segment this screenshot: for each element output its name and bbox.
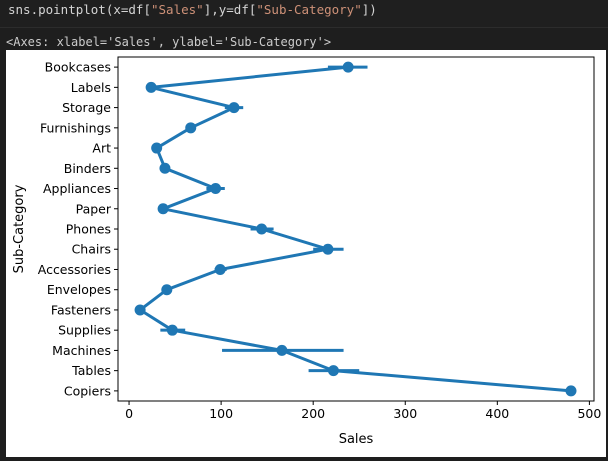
point-tables: [327, 365, 339, 377]
code-line: sns.pointplot(x=df["Sales"],y=df["Sub-Ca…: [8, 2, 377, 17]
x-tick-label: 0: [125, 406, 133, 421]
point-machines: [276, 344, 288, 356]
pointplot-chart: Bookcases Labels Storage Furnishings Art Bind…: [12, 56, 601, 447]
figure: Bookcases Labels Storage Furnishings Art Bind…: [6, 50, 606, 457]
y-tick-label: Chairs: [72, 242, 111, 257]
point-phones: [256, 223, 268, 235]
point-appliances: [210, 183, 222, 195]
point-copiers: [565, 385, 577, 397]
y-tick-label: Envelopes: [47, 282, 111, 297]
x-tick-label: 500: [577, 406, 601, 421]
y-tick-label: Furnishings: [40, 120, 111, 135]
output-repr: <Axes: xlabel='Sales', ylabel='Sub-Categ…: [6, 35, 332, 49]
y-tick-label: Fasteners: [51, 302, 111, 317]
point-paper: [157, 203, 169, 215]
point-art: [151, 142, 163, 154]
y-axis-label: Sub-Category: [12, 184, 27, 273]
y-tick-label: Phones: [66, 222, 111, 237]
y-tick-label: Binders: [64, 161, 111, 176]
point-labels: [145, 81, 157, 93]
point-supplies: [166, 324, 178, 336]
x-tick-label: 300: [393, 406, 417, 421]
y-tick-label: Machines: [52, 343, 111, 358]
y-tick-label: Tables: [71, 363, 111, 378]
axes-frame: [117, 56, 595, 402]
y-tick-label: Supplies: [58, 323, 111, 338]
y-tick-label: Copiers: [64, 383, 111, 398]
point-accessories: [214, 263, 226, 275]
code-prefix: sns.pointplot(x=df[: [8, 2, 151, 17]
point-storage: [228, 102, 240, 114]
code-cell[interactable]: sns.pointplot(x=df["Sales"],y=df["Sub-Ca…: [0, 0, 608, 28]
code-x-arg: "Sales": [151, 2, 204, 17]
x-tick-label: 200: [301, 406, 325, 421]
x-axis-label: Sales: [339, 432, 374, 447]
point-bookcases: [342, 61, 354, 73]
series-line: [138, 65, 572, 393]
point-fasteners: [134, 304, 146, 316]
y-tick-label: Appliances: [43, 181, 111, 196]
y-tick-label: Art: [92, 141, 111, 156]
y-tick-label: Paper: [76, 201, 112, 216]
point-envelopes: [161, 284, 173, 296]
x-tick-label: 100: [209, 406, 233, 421]
y-tick-label: Labels: [71, 80, 111, 95]
y-tick-label: Accessories: [38, 262, 111, 277]
x-tick-label: 400: [485, 406, 509, 421]
code-y-arg: "Sub-Category": [256, 2, 362, 17]
code-suffix: ]): [361, 2, 377, 17]
point-chairs: [322, 243, 334, 255]
point-furnishings: [185, 122, 197, 134]
code-middle: ],y=df[: [203, 2, 257, 17]
y-tick-label: Bookcases: [45, 60, 111, 75]
y-tick-label: Storage: [62, 100, 111, 115]
point-binders: [159, 162, 171, 174]
